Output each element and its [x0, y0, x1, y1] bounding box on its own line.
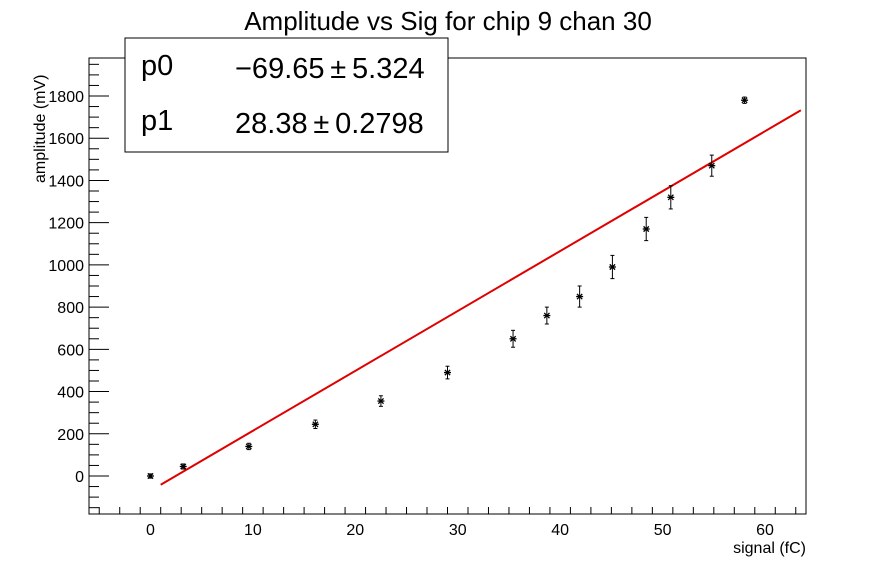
data-point: [377, 395, 385, 407]
data-point: [146, 472, 154, 480]
y-tick-label: 1600: [48, 131, 84, 148]
y-tick-label: 0: [75, 469, 84, 486]
x-tick-label: 10: [244, 522, 262, 539]
chart-title: Amplitude vs Sig for chip 9 chan 30: [244, 6, 652, 36]
y-axis-ticks: 0 200 400 600 800 1000 1200 1400 1600 1800: [48, 63, 109, 509]
x-tick-label: 20: [346, 522, 364, 539]
stats-box: p0 −69.65 ± 5.324 p1 28.38 ± 0.2798: [124, 37, 449, 153]
x-axis-ticks: 0 10 20 30 40 50 60: [98, 507, 797, 539]
data-points: [146, 96, 749, 480]
data-point: [311, 419, 319, 429]
x-tick-label: 40: [551, 522, 569, 539]
y-tick-label: 200: [57, 427, 84, 444]
x-tick-label: 30: [449, 522, 467, 539]
data-point: [667, 185, 675, 210]
stat-p1-name: p1: [141, 105, 173, 137]
x-tick-label: 50: [654, 522, 672, 539]
data-point: [179, 463, 187, 470]
data-point: [509, 329, 517, 348]
data-point: [245, 442, 253, 451]
y-tick-label: 1800: [48, 89, 84, 106]
x-tick-label: 0: [146, 522, 155, 539]
fit-line: [160, 109, 802, 486]
data-point: [444, 365, 451, 380]
stat-p1-value: 28.38 ± 0.2798: [235, 108, 424, 140]
fit-layer: [160, 109, 802, 486]
data-point: [708, 154, 716, 177]
data-point: [608, 254, 616, 280]
data-point: [543, 306, 551, 325]
x-axis-title: signal (fC): [733, 540, 806, 557]
y-tick-label: 1200: [48, 216, 84, 233]
y-axis-title: amplitude (mV): [32, 75, 49, 183]
y-tick-label: 800: [57, 300, 84, 317]
y-tick-label: 1400: [48, 173, 84, 190]
stat-p0-value: −69.65 ± 5.324: [235, 53, 425, 85]
data-point: [642, 216, 650, 242]
y-tick-label: 600: [57, 342, 84, 359]
data-point: [576, 285, 584, 308]
y-tick-label: 400: [57, 385, 84, 402]
data-point: [741, 96, 749, 104]
stat-p0-name: p0: [141, 50, 173, 82]
x-tick-label: 60: [756, 522, 774, 539]
y-tick-label: 1000: [48, 258, 84, 275]
